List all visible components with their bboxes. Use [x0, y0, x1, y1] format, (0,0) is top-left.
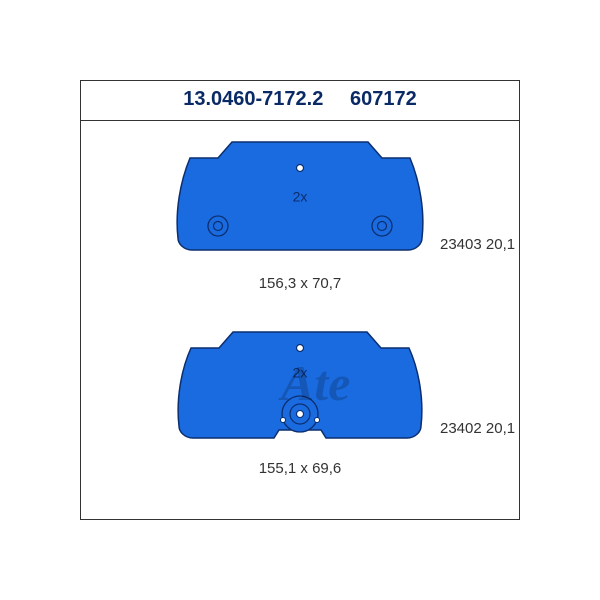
pad-bottom-hole-top [297, 345, 304, 352]
pad-top-dimensions: 156,3 x 70,7 [170, 275, 430, 292]
diagram-container: 13.0460-7172.2 607172 2x 2x Ate [0, 0, 600, 600]
pad-bottom-dimensions: 155,1 x 69,6 [171, 460, 429, 477]
pad-bottom-ref: 23402 20,1 [440, 420, 515, 437]
pad-top-quantity: 2x [293, 189, 308, 205]
brake-pad-top: 2x [170, 140, 430, 255]
header-title: 13.0460-7172.2 607172 [80, 88, 520, 111]
part-number-primary: 13.0460-7172.2 [183, 88, 323, 110]
pad-top-hole-center [297, 165, 304, 172]
part-number-secondary: 607172 [350, 88, 417, 110]
brake-pad-bottom: 2x Ate [171, 330, 429, 442]
header-divider [80, 120, 520, 121]
watermark-text: Ate [278, 355, 350, 411]
pad-top-ref: 23403 20,1 [440, 236, 515, 253]
title-gap [328, 92, 346, 109]
